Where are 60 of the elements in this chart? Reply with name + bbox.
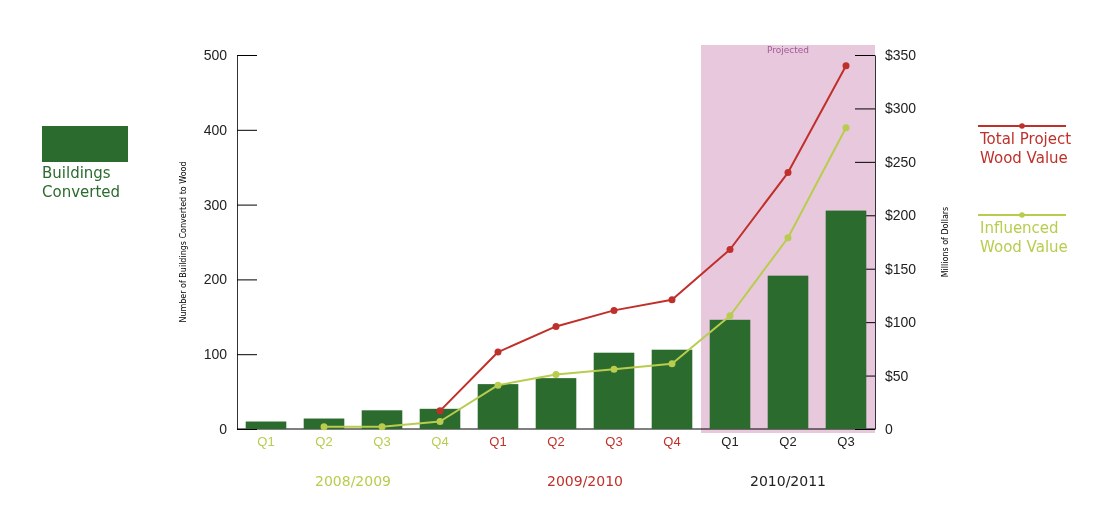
bar [825,210,867,429]
point [320,423,328,431]
x-tick-label: Q4 [663,434,681,449]
x-tick-label: Q2 [779,434,797,449]
point [378,423,386,431]
y2-tick-label: $300 [885,100,917,117]
text: 2008/2009 [315,473,391,489]
y-tick-label: 400 [203,121,228,138]
bar [709,319,751,429]
point [610,306,618,314]
point [552,322,560,330]
point [494,381,502,389]
y-tick-label: 300 [203,196,228,213]
x-tick-label: Q3 [373,434,391,449]
point [668,360,676,368]
point [436,418,444,426]
point [784,234,792,242]
point [610,365,618,373]
bar [535,378,577,429]
x-tick-label: Q1 [257,434,275,449]
y2-tick-label: $150 [885,260,917,277]
y2-tick-label: $200 [885,207,917,224]
y2-axis-title: Millions of Dollars [941,206,950,278]
point [726,245,734,253]
text: Projected [766,45,810,55]
point [726,312,734,320]
y-axis-title: Number of Buildings Converted to Wood [179,161,188,323]
x-tick-label: Q3 [605,434,623,449]
point [784,169,792,177]
x-tick-label: Q3 [837,434,855,449]
bar [767,275,809,429]
point [552,371,560,378]
point [668,296,676,304]
y2-tick-label: $350 [885,46,917,63]
text: Total Project Wood Value [979,130,1072,167]
y2-tick-label: $50 [885,367,909,384]
y2-tick-label: $250 [885,153,917,170]
point [494,348,502,356]
point [842,62,850,70]
point [842,124,850,132]
point [436,407,444,415]
text: 2009/2010 [547,473,623,489]
y2-tick-label: $100 [885,314,917,331]
x-tick-label: Q1 [721,434,739,449]
y2-tick-label: 0 [885,420,893,437]
x-tick-label: Q2 [315,434,333,449]
text: Influenced Wood Value [980,219,1068,256]
bar [651,349,693,429]
text: 2010/2011 [750,473,826,489]
x-tick-label: Q1 [489,434,507,449]
y-tick-label: 0 [219,420,228,437]
bar [593,352,635,429]
y-tick-label: 500 [203,46,228,63]
y-tick-label: 100 [203,346,228,363]
x-tick-label: Q4 [431,434,449,449]
bar [477,384,519,429]
x-tick-label: Q2 [547,434,565,449]
text: Buildings Converted [42,164,121,201]
y-tick-label: 200 [203,271,228,288]
bar [245,421,287,429]
